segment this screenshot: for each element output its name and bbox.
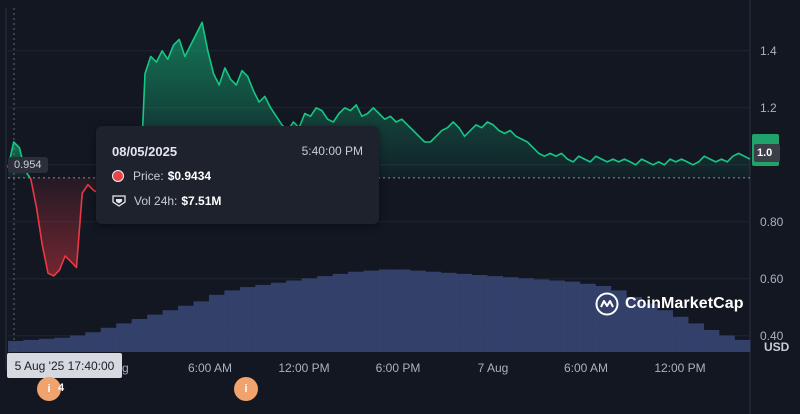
- tooltip-volume-row: Vol 24h: $7.51M: [112, 194, 221, 208]
- y-tick-label: 1.4: [760, 44, 777, 58]
- x-tick-label: 6:00 AM: [188, 361, 232, 375]
- x-tick-label: 7 Aug: [478, 361, 509, 375]
- event-count: 4: [58, 382, 65, 394]
- volume-bar: [270, 282, 287, 352]
- volume-bar: [286, 280, 303, 352]
- volume-bar: [409, 270, 426, 352]
- tooltip-price-row: Price: $0.9434: [112, 169, 211, 183]
- tooltip-volume-label: Vol 24h:: [134, 194, 178, 208]
- last-price-badge: 1.0: [754, 144, 780, 162]
- y-tick-label: 0.60: [760, 272, 784, 286]
- volume-bar: [85, 332, 102, 352]
- crosshair-time-label: 5 Aug '25 17:40:00: [7, 353, 122, 378]
- volume-bar: [147, 314, 163, 352]
- volume-bar: [100, 327, 117, 352]
- tooltip-time: 5:40:00 PM: [301, 144, 363, 158]
- volume-bar: [54, 337, 71, 352]
- volume-bar: [703, 330, 720, 352]
- volume-bar: [208, 294, 225, 352]
- volume-bar: [657, 310, 674, 352]
- volume-bar: [162, 310, 179, 352]
- volume-bar: [641, 303, 658, 352]
- volume-bar: [533, 279, 550, 352]
- volume-bar: [425, 271, 442, 352]
- reference-price-badge: 0.954: [8, 157, 48, 173]
- info-icon: i: [47, 383, 51, 395]
- currency-label: USD: [764, 340, 790, 354]
- tooltip-date: 08/05/2025: [112, 144, 178, 159]
- info-icon: i: [244, 383, 248, 395]
- volume-bar: [317, 276, 333, 352]
- volume-bar: [301, 278, 318, 352]
- volume-bar: [502, 277, 519, 352]
- volume-bar: [564, 281, 581, 352]
- volume-bar: [348, 271, 364, 352]
- y-tick-label: 1.2: [760, 101, 777, 115]
- volume-bar: [332, 273, 349, 352]
- tooltip-price-label: Price:: [133, 169, 164, 183]
- x-tick-label: 12:00 PM: [654, 361, 705, 375]
- volume-bar: [688, 323, 704, 352]
- volume-bar: [549, 280, 565, 352]
- volume-bar: [23, 339, 40, 352]
- volume-bar: [178, 305, 194, 352]
- volume-bar: [471, 275, 488, 352]
- volume-bar: [255, 284, 272, 352]
- price-dot-icon: [112, 170, 124, 182]
- volume-bar: [239, 287, 256, 352]
- event-marker-1[interactable]: i: [37, 377, 61, 401]
- volume-bar: [626, 297, 643, 352]
- volume-bar: [579, 283, 596, 352]
- volume-bar: [719, 335, 735, 352]
- volume-bar: [394, 269, 411, 352]
- volume-bar: [224, 290, 241, 352]
- volume-bar: [672, 316, 689, 352]
- y-tick-label: 0.80: [760, 215, 784, 229]
- logo-text: CoinMarketCap: [625, 295, 744, 312]
- event-marker-2[interactable]: i: [234, 377, 258, 401]
- x-tick-label: 6:00 PM: [376, 361, 421, 375]
- x-tick-label: 6:00 AM: [564, 361, 608, 375]
- volume-bar: [595, 286, 612, 352]
- y-tick-label: 0.40: [760, 329, 784, 343]
- volume-bar: [363, 270, 380, 352]
- x-tick-label: 12:00 PM: [278, 361, 329, 375]
- volume-bar: [131, 319, 148, 352]
- volume-bar: [487, 276, 503, 352]
- tooltip-volume-value: $7.51M: [181, 194, 222, 208]
- coinmarketcap-logo: CoinMarketCap: [595, 292, 744, 316]
- price-tooltip: 08/05/2025 5:40:00 PM Price: $0.9434 Vol…: [96, 126, 379, 224]
- volume-bar: [116, 323, 132, 352]
- tooltip-price-value: $0.9434: [167, 169, 212, 183]
- volume-icon: [112, 195, 126, 207]
- volume-bar: [610, 290, 627, 352]
- price-line-up: [139, 21, 751, 178]
- volume-bar: [440, 272, 457, 352]
- volume-bar: [8, 341, 24, 352]
- volume-bar: [379, 269, 395, 352]
- coinmarketcap-logo-icon: [595, 292, 619, 316]
- volume-bar: [69, 335, 86, 352]
- volume-bar: [518, 278, 534, 352]
- volume-bar: [38, 338, 55, 352]
- volume-bar: [456, 273, 473, 352]
- volume-bar: [193, 301, 210, 352]
- volume-bar: [734, 339, 751, 352]
